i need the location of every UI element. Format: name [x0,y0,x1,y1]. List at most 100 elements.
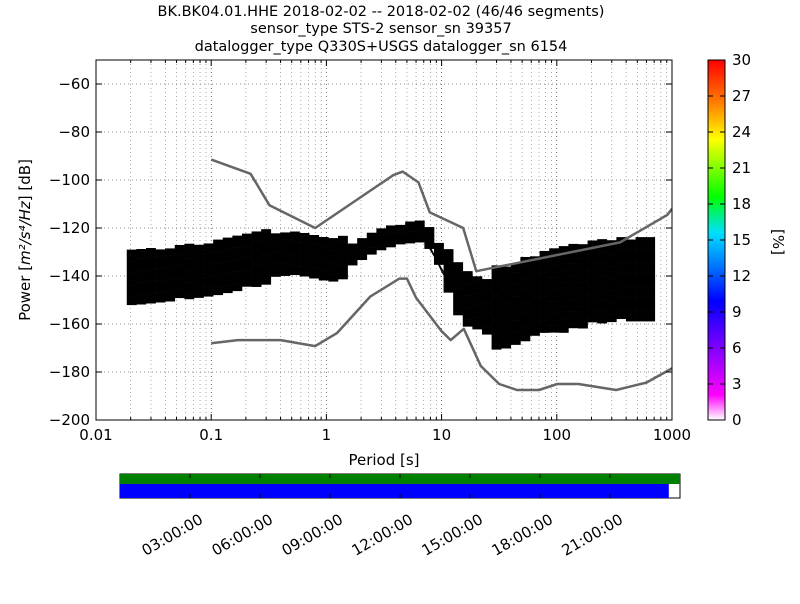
histogram-cell [606,300,617,303]
histogram-cell [539,303,550,307]
histogram-cell [616,287,627,291]
histogram-cell [126,266,137,270]
histogram-cell [587,286,598,289]
histogram-cell [625,309,636,312]
histogram-cell [385,232,396,236]
histogram-cell [491,320,502,324]
histogram-cell [539,277,550,281]
histogram-cell [481,307,492,311]
histogram-cell [645,313,656,317]
histogram-cell [539,272,550,276]
histogram-cell [405,228,416,232]
histogram-cell [241,238,252,242]
histogram-cell [251,241,262,244]
histogram-cell [433,245,444,249]
histogram-cell [261,241,272,244]
histogram-cell [241,255,252,258]
histogram-cell [501,331,512,335]
histogram-cell [232,250,243,253]
histogram-cell [385,239,396,243]
histogram-cell [280,246,291,250]
histogram-cell [558,303,569,307]
x-tick-label: 0.01 [79,426,112,444]
histogram-cell [261,253,272,256]
histogram-cell [577,311,588,315]
histogram-cell [165,298,176,302]
histogram-cell [501,328,512,332]
histogram-cell [510,282,521,285]
histogram-cell [481,322,492,325]
histogram-cell [635,292,646,296]
histogram-cell [597,241,608,245]
histogram-cell [347,245,358,249]
histogram-cell [491,298,502,302]
histogram-cell [193,271,204,274]
x-axis: 0.01 0.1 1 10 100 1000 [79,60,691,444]
histogram-cell [232,245,243,248]
colorbar-tick-label: 21 [732,159,751,177]
histogram-cell [395,227,406,230]
histogram-cell [222,278,233,282]
histogram-cell [510,320,521,324]
histogram-cell [568,303,579,307]
histogram-cell [337,247,348,251]
histogram-cell [597,299,608,302]
histogram-cell [529,328,540,332]
histogram-cell [635,280,646,284]
histogram-cell [309,261,320,265]
data-coverage-timeline: 03:00:00 06:00:00 09:00:00 12:00:00 15:00:00… [119,473,681,560]
histogram-cell [174,285,185,289]
histogram-cell [568,277,579,281]
histogram-cell [539,265,550,269]
histogram-cell [136,249,147,252]
histogram-cell [328,278,339,282]
histogram-cell [222,261,233,265]
histogram-cell [318,244,329,247]
histogram-cell [577,251,588,255]
histogram-cell [510,337,521,341]
histogram-cell [520,271,531,275]
histogram-cell [635,270,646,274]
histogram-cell [510,272,521,276]
histogram-cell [549,315,560,319]
histogram-cell [635,241,646,245]
histogram-cell [645,275,656,279]
histogram-cell [309,258,320,262]
histogram-cell [577,301,588,305]
histogram-cell [587,298,598,301]
histogram-cell [501,319,512,323]
y-tick-label: −160 [49,315,90,333]
histogram-cell [520,307,531,311]
histogram-cell [462,278,473,282]
histogram-cell [289,255,300,259]
histogram-cell [136,285,147,288]
histogram-cell [136,282,147,286]
histogram-cell [261,233,272,237]
histogram-cell [203,286,214,290]
histogram-cell [625,253,636,257]
histogram-cell [184,279,195,283]
histogram-cell [280,268,291,272]
histogram-cell [549,250,560,254]
histogram-cell [645,261,656,264]
histogram-cell [606,273,617,277]
histogram-cell [529,273,540,276]
histogram-cell [520,309,531,313]
histogram-cell [241,233,252,237]
histogram-cell [616,316,627,320]
histogram-cell [270,271,281,275]
histogram-cell [232,278,243,282]
histogram-cell [328,276,339,280]
histogram-cell [568,311,579,314]
histogram-cell [606,314,617,318]
histogram-cell [241,248,252,251]
histogram-cell [366,244,377,248]
histogram-cell [222,251,233,255]
histogram-cell [577,275,588,279]
histogram-cell [625,289,636,293]
histogram-cell [318,275,329,279]
histogram-cell [145,267,156,270]
histogram-cell [453,279,464,282]
histogram-cell [606,283,617,287]
histogram-cell [635,261,646,264]
